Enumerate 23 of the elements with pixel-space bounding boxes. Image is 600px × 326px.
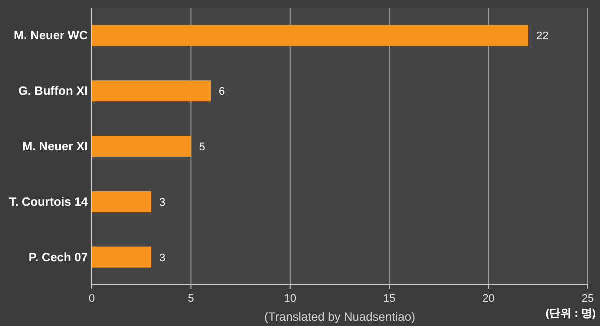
bar <box>92 191 152 212</box>
y-tick-label: T. Courtois 14 <box>9 194 88 209</box>
y-tick-label: P. Cech 07 <box>28 250 88 264</box>
x-tick-label: 20 <box>482 293 495 305</box>
x-axis-title: (단위 : 명) <box>546 308 596 320</box>
data-label: 22 <box>536 30 549 43</box>
x-tick-label: 0 <box>88 293 96 305</box>
text: (Translated by Nuadsentiao) <box>264 310 416 324</box>
x-tick-label: 10 <box>284 293 297 305</box>
y-tick-label: G. Buffon XI <box>18 84 88 98</box>
data-label: 3 <box>160 196 166 209</box>
bar <box>92 25 528 46</box>
x-tick-label: 5 <box>188 293 194 305</box>
bar <box>92 80 212 102</box>
data-label: 3 <box>160 252 166 264</box>
y-tick-label: M. Neuer XI <box>22 140 88 154</box>
x-tick-label: 25 <box>582 293 594 305</box>
bar <box>92 136 192 157</box>
data-label: 6 <box>219 86 226 98</box>
bar <box>92 246 152 268</box>
x-tick-label: 15 <box>383 293 396 305</box>
y-tick-label: M. Neuer WC <box>14 28 88 43</box>
data-label: 5 <box>199 142 206 154</box>
